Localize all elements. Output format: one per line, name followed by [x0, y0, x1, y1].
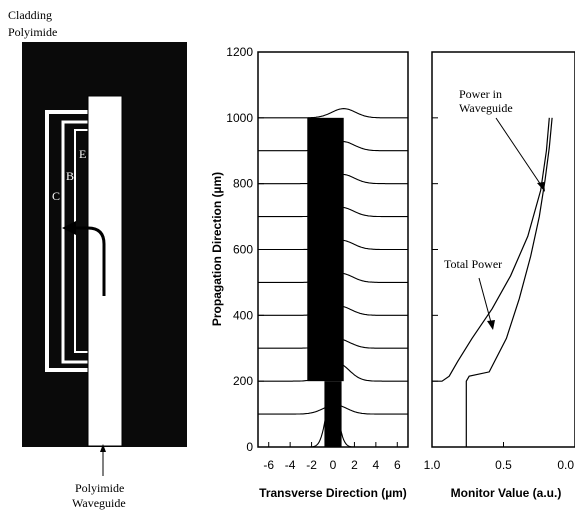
arrow-head-icon [62, 221, 76, 235]
mode-profile-line [258, 404, 408, 415]
dark-region-0 [324, 381, 342, 447]
annotation-total-power: Total Power [444, 257, 502, 271]
y-tick-label: 400 [233, 308, 253, 322]
mode-profile-line [258, 108, 408, 119]
mode-profile-line [258, 338, 408, 349]
mode-profile-line [258, 206, 408, 218]
y-tick-label: 1000 [226, 111, 253, 125]
turning-arrow-icon [74, 226, 106, 296]
x-tick-label: 2 [351, 458, 358, 472]
y-tick-label: 200 [233, 374, 253, 388]
annotation-power-in-waveguide-1: Power in [459, 87, 502, 101]
cladding-label: Cladding [8, 8, 52, 22]
pointer-power-in-waveguide-head-icon [537, 182, 545, 192]
pointer-total-power-head-icon [487, 320, 495, 330]
mode-profile-line [258, 239, 408, 251]
mode-profile-line [258, 140, 408, 152]
dark-region-1 [307, 117, 344, 382]
series-total-power [432, 117, 550, 382]
pointer-power-in-waveguide [495, 117, 544, 189]
series-power-in-waveguide [465, 117, 553, 447]
monitor-series [432, 117, 553, 447]
polyimide-waveguide-label-2: Waveguide [72, 496, 126, 510]
mode-profile-line [258, 272, 408, 283]
dark-regions [307, 117, 344, 447]
x-tick-label: -4 [285, 458, 296, 472]
y-tick-label: 1200 [226, 45, 253, 59]
bottom-pointer-head-icon [100, 444, 106, 452]
monitor-x-tick-label: 0.5 [495, 458, 512, 472]
monitor-x-tick-label: 0.0 [557, 458, 574, 472]
polyimide-label: Polyimide [8, 25, 58, 39]
polyimide-waveguide-label-1: Polyimide [75, 481, 125, 495]
pointer-total-power [478, 277, 493, 327]
letter-b: B [66, 169, 74, 183]
letter-c: C [52, 189, 60, 203]
monitor-chart: 1.0 0.5 0.0 Monitor Value (a.u.) Power in … [424, 51, 575, 500]
monitor-ticks: 1.0 0.5 0.0 [424, 51, 575, 472]
mode-profile-line [258, 393, 408, 448]
mode-profile-line [258, 305, 408, 316]
monitor-x-tick-label: 1.0 [424, 458, 441, 472]
x-tick-label: 4 [373, 458, 380, 472]
waveguide-schematic: C B E [22, 42, 187, 476]
x-tick-label: -6 [263, 458, 274, 472]
x-tick-label: 6 [394, 458, 401, 472]
mode-profile-line [258, 173, 408, 185]
y-tick-label: 600 [233, 243, 253, 257]
x-axis-label-monitor: Monitor Value (a.u.) [451, 486, 562, 500]
letter-e: E [79, 147, 86, 161]
y-tick-label: 0 [246, 440, 253, 454]
x-axis-label-transverse: Transverse Direction (µm) [259, 486, 407, 500]
x-tick-label: -2 [306, 458, 317, 472]
annotation-power-in-waveguide-2: Waveguide [459, 101, 513, 115]
mode-profile-line [258, 362, 408, 382]
y-tick-label: 800 [233, 177, 253, 191]
mode-profiles [258, 108, 408, 448]
y-axis-label: Propagation Direction (µm) [210, 172, 224, 326]
x-tick-label: 0 [330, 458, 337, 472]
